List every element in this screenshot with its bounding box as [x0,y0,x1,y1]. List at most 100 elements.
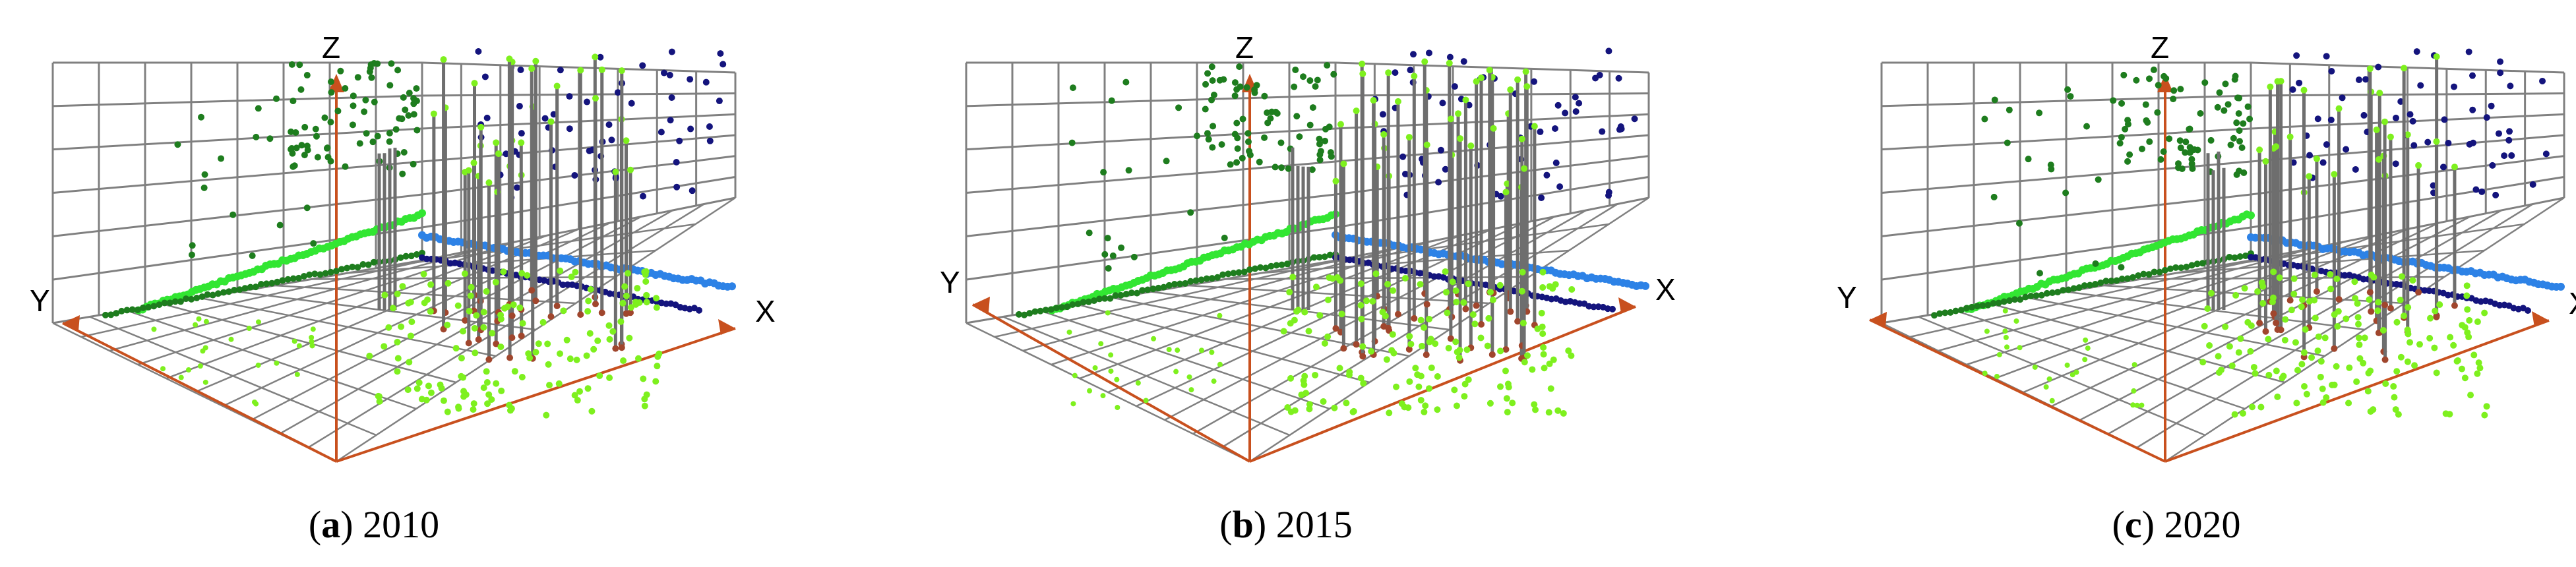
point [2092,281,2099,288]
point [1338,311,1345,318]
point [2306,297,2313,305]
point [608,136,615,144]
point [290,98,297,105]
point [1422,402,1429,409]
point [2036,109,2043,117]
point [728,282,736,291]
point [2070,285,2077,292]
grid-line [279,209,673,435]
point [1324,296,1332,303]
point [1357,374,1365,382]
point [406,359,413,366]
point [1469,311,1477,318]
point [2013,318,2019,324]
x-axis-line [1249,305,1636,463]
point [1122,291,1130,298]
point [2049,398,2055,403]
point [1273,262,1280,269]
point [632,299,639,306]
point [2481,411,2488,419]
stem-tip [1523,83,1531,90]
point [2124,158,2131,165]
point [1203,275,1210,282]
point [1451,386,1458,394]
point [2361,334,2368,342]
point [2409,277,2416,284]
point [506,407,514,414]
point [2131,388,2137,394]
point [1552,281,1559,288]
point [2189,165,2196,172]
point [1489,296,1496,303]
point [639,62,646,69]
point [468,284,475,291]
point [404,386,412,394]
point [2288,307,2295,314]
point [1177,280,1184,287]
point [354,74,361,81]
point [483,368,490,375]
point [1452,338,1459,345]
point [1529,366,1536,373]
point [2301,382,2308,390]
point [1117,291,1124,299]
point [1104,235,1111,242]
point [410,160,417,167]
point [673,159,680,166]
point [394,67,402,74]
point [2102,278,2110,285]
point [1286,289,1293,296]
point [2300,349,2308,356]
point [2405,304,2412,311]
point [2070,372,2075,378]
point [1453,299,1460,306]
point [2139,402,2145,408]
caption-a-year: 2010 [363,503,439,546]
point [2142,101,2149,108]
point [2346,364,2353,371]
point [257,281,264,288]
point [1379,111,1386,118]
point [288,128,295,135]
point [2135,272,2142,279]
point [2370,274,2377,281]
stem-base [475,336,482,343]
point [386,129,393,136]
point [1042,307,1049,314]
point [1519,320,1527,327]
stem-tip [627,166,634,173]
point [317,271,324,278]
point [2450,342,2457,349]
point [321,114,328,121]
point [2439,164,2447,171]
point [1291,316,1298,324]
point [1407,67,1414,74]
point [1991,96,1998,104]
point [166,299,173,307]
point [1256,158,1263,165]
point [2445,140,2452,147]
point [2156,268,2163,276]
stem-tip [1486,67,1493,74]
x-axis-label: X [2569,286,2576,320]
point [2319,159,2327,166]
point [1292,66,1299,73]
stem-base [2262,328,2269,335]
point [460,393,468,400]
stem-tip [547,118,555,125]
stem-tip [2381,118,2389,125]
point [2432,307,2439,314]
point [2011,296,2019,303]
point [427,389,435,396]
stem-tip [2270,145,2277,152]
stem-base [2381,356,2389,363]
stem-base [1447,335,1454,342]
stem-tip [528,65,536,73]
grid-line [2164,196,2565,463]
point [1551,125,1558,133]
z-axis-label: Z [322,30,340,65]
point [2081,282,2088,289]
point [397,254,404,261]
point [2017,345,2023,351]
point [2002,308,2008,314]
